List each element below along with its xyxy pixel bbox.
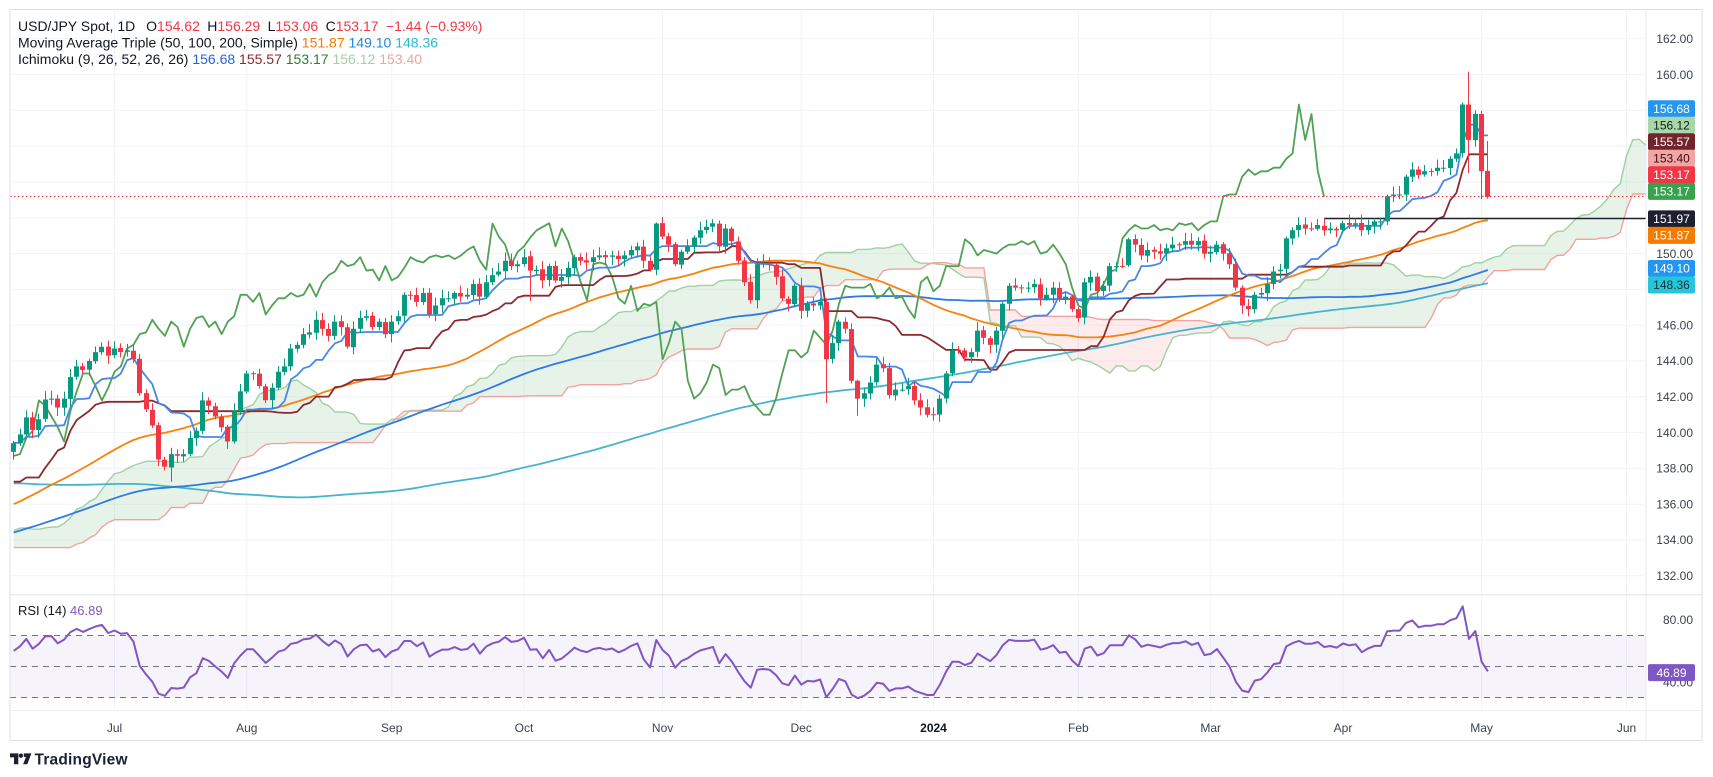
svg-text:TradingView: TradingView — [35, 752, 129, 769]
svg-text:150.00: 150.00 — [1656, 247, 1693, 261]
svg-text:Sep: Sep — [381, 721, 403, 735]
svg-text:144.00: 144.00 — [1656, 354, 1693, 368]
svg-text:148.36: 148.36 — [1653, 278, 1690, 292]
svg-text:Feb: Feb — [1068, 721, 1089, 735]
svg-text:153.40: 153.40 — [1653, 152, 1690, 166]
svg-text:136.00: 136.00 — [1656, 497, 1693, 511]
svg-text:Oct: Oct — [515, 721, 534, 735]
svg-text:Apr: Apr — [1334, 721, 1353, 735]
svg-text:Nov: Nov — [652, 721, 673, 735]
svg-text:149.10: 149.10 — [1653, 262, 1690, 276]
svg-text:146.00: 146.00 — [1656, 318, 1693, 332]
svg-text:156.12: 156.12 — [1653, 119, 1690, 133]
svg-text:142.00: 142.00 — [1656, 390, 1693, 404]
svg-text:Aug: Aug — [236, 721, 257, 735]
svg-text:RSI (14) 46.89: RSI (14) 46.89 — [18, 603, 103, 618]
svg-text:155.57: 155.57 — [1653, 135, 1690, 149]
svg-text:Mar: Mar — [1200, 721, 1221, 735]
svg-text:156.68: 156.68 — [1653, 102, 1690, 116]
svg-text:46.89: 46.89 — [1656, 666, 1686, 680]
svg-text:Ichimoku (9, 26, 52, 26, 26): Ichimoku (9, 26, 52, 26, 26) 156.68 155.… — [18, 51, 422, 67]
svg-text:134.00: 134.00 — [1656, 533, 1693, 547]
svg-text:Moving Average Triple (50, 100: Moving Average Triple (50, 100, 200, Sim… — [18, 35, 438, 51]
svg-text:USD/JPY Spot, 1D O154.62 H1: USD/JPY Spot, 1D O154.62 H156.29 L153.06… — [18, 18, 482, 34]
svg-text:2024: 2024 — [920, 721, 947, 735]
svg-text:162.00: 162.00 — [1656, 32, 1693, 46]
svg-text:132.00: 132.00 — [1656, 569, 1693, 583]
svg-text:151.87: 151.87 — [1653, 229, 1690, 243]
svg-text:153.17: 153.17 — [1653, 168, 1690, 182]
svg-text:80.00: 80.00 — [1663, 613, 1693, 627]
svg-text:Jun: Jun — [1617, 721, 1636, 735]
svg-text:160.00: 160.00 — [1656, 68, 1693, 82]
svg-text:Dec: Dec — [791, 721, 812, 735]
svg-text:151.97: 151.97 — [1653, 212, 1690, 226]
svg-text:153.17: 153.17 — [1653, 185, 1690, 199]
svg-text:May: May — [1470, 721, 1493, 735]
svg-text:140.00: 140.00 — [1656, 426, 1693, 440]
svg-text:Jul: Jul — [107, 721, 122, 735]
svg-text:138.00: 138.00 — [1656, 462, 1693, 476]
